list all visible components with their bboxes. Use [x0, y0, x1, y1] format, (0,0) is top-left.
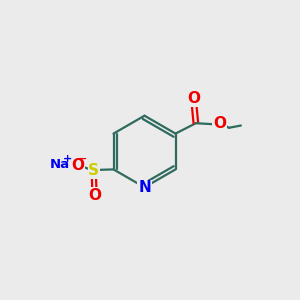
Text: O: O	[88, 188, 101, 202]
Text: +: +	[63, 154, 72, 164]
Text: −: −	[78, 154, 87, 164]
Text: N: N	[138, 180, 151, 195]
Text: S: S	[88, 163, 99, 178]
Text: Na: Na	[50, 158, 70, 171]
Text: O: O	[213, 116, 226, 131]
Text: O: O	[188, 91, 200, 106]
Text: O: O	[71, 158, 84, 172]
